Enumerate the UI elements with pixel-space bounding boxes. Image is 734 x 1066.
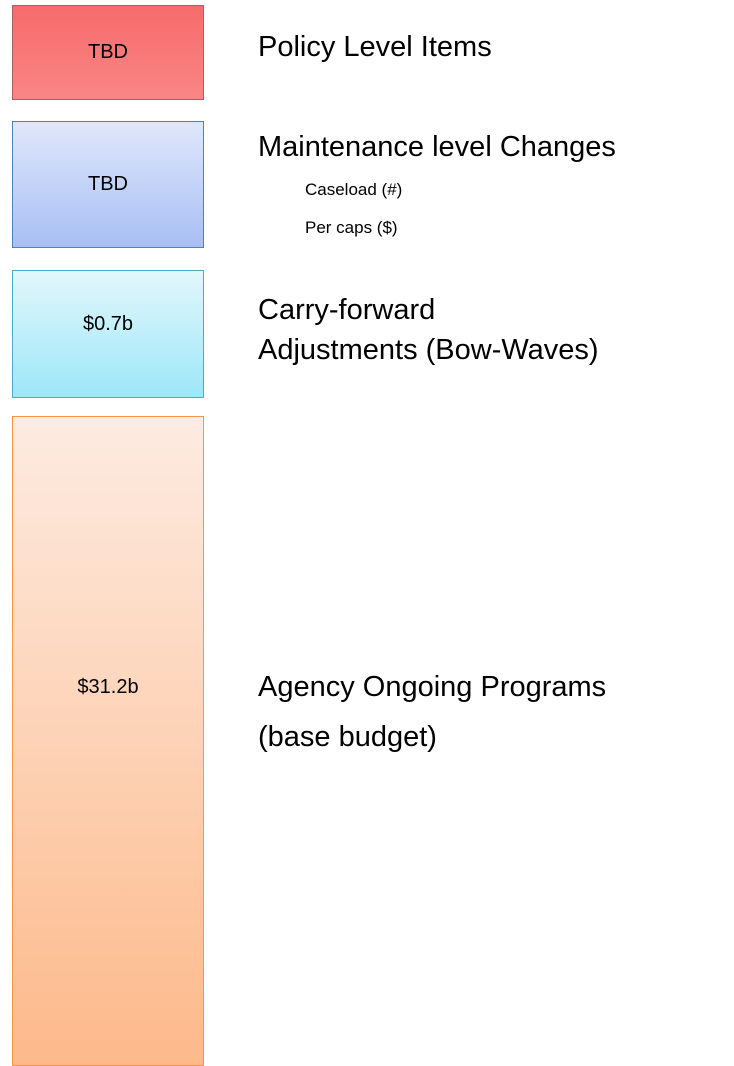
- block-sublabel: Per caps ($): [305, 218, 398, 237]
- block-value: TBD: [88, 41, 128, 63]
- block-value: $0.7b: [82, 312, 134, 335]
- block-label: Adjustments (Bow-Waves): [258, 334, 599, 366]
- block: $31.2b: [12, 416, 204, 1066]
- block-label: Maintenance level Changes: [258, 131, 616, 163]
- block-label: Agency Ongoing Programs: [258, 671, 607, 703]
- block: $0.7b: [12, 270, 204, 398]
- block-label: (base budget): [258, 721, 437, 753]
- block-value: TBD: [88, 173, 128, 195]
- block: TBD: [12, 121, 204, 248]
- block-sublabel: Caseload (#): [305, 180, 403, 199]
- block-label: Policy Level Items: [258, 31, 492, 63]
- block: TBD: [12, 5, 204, 100]
- block-value: $31.2b: [77, 676, 139, 698]
- block-label: Carry-forward: [258, 294, 436, 326]
